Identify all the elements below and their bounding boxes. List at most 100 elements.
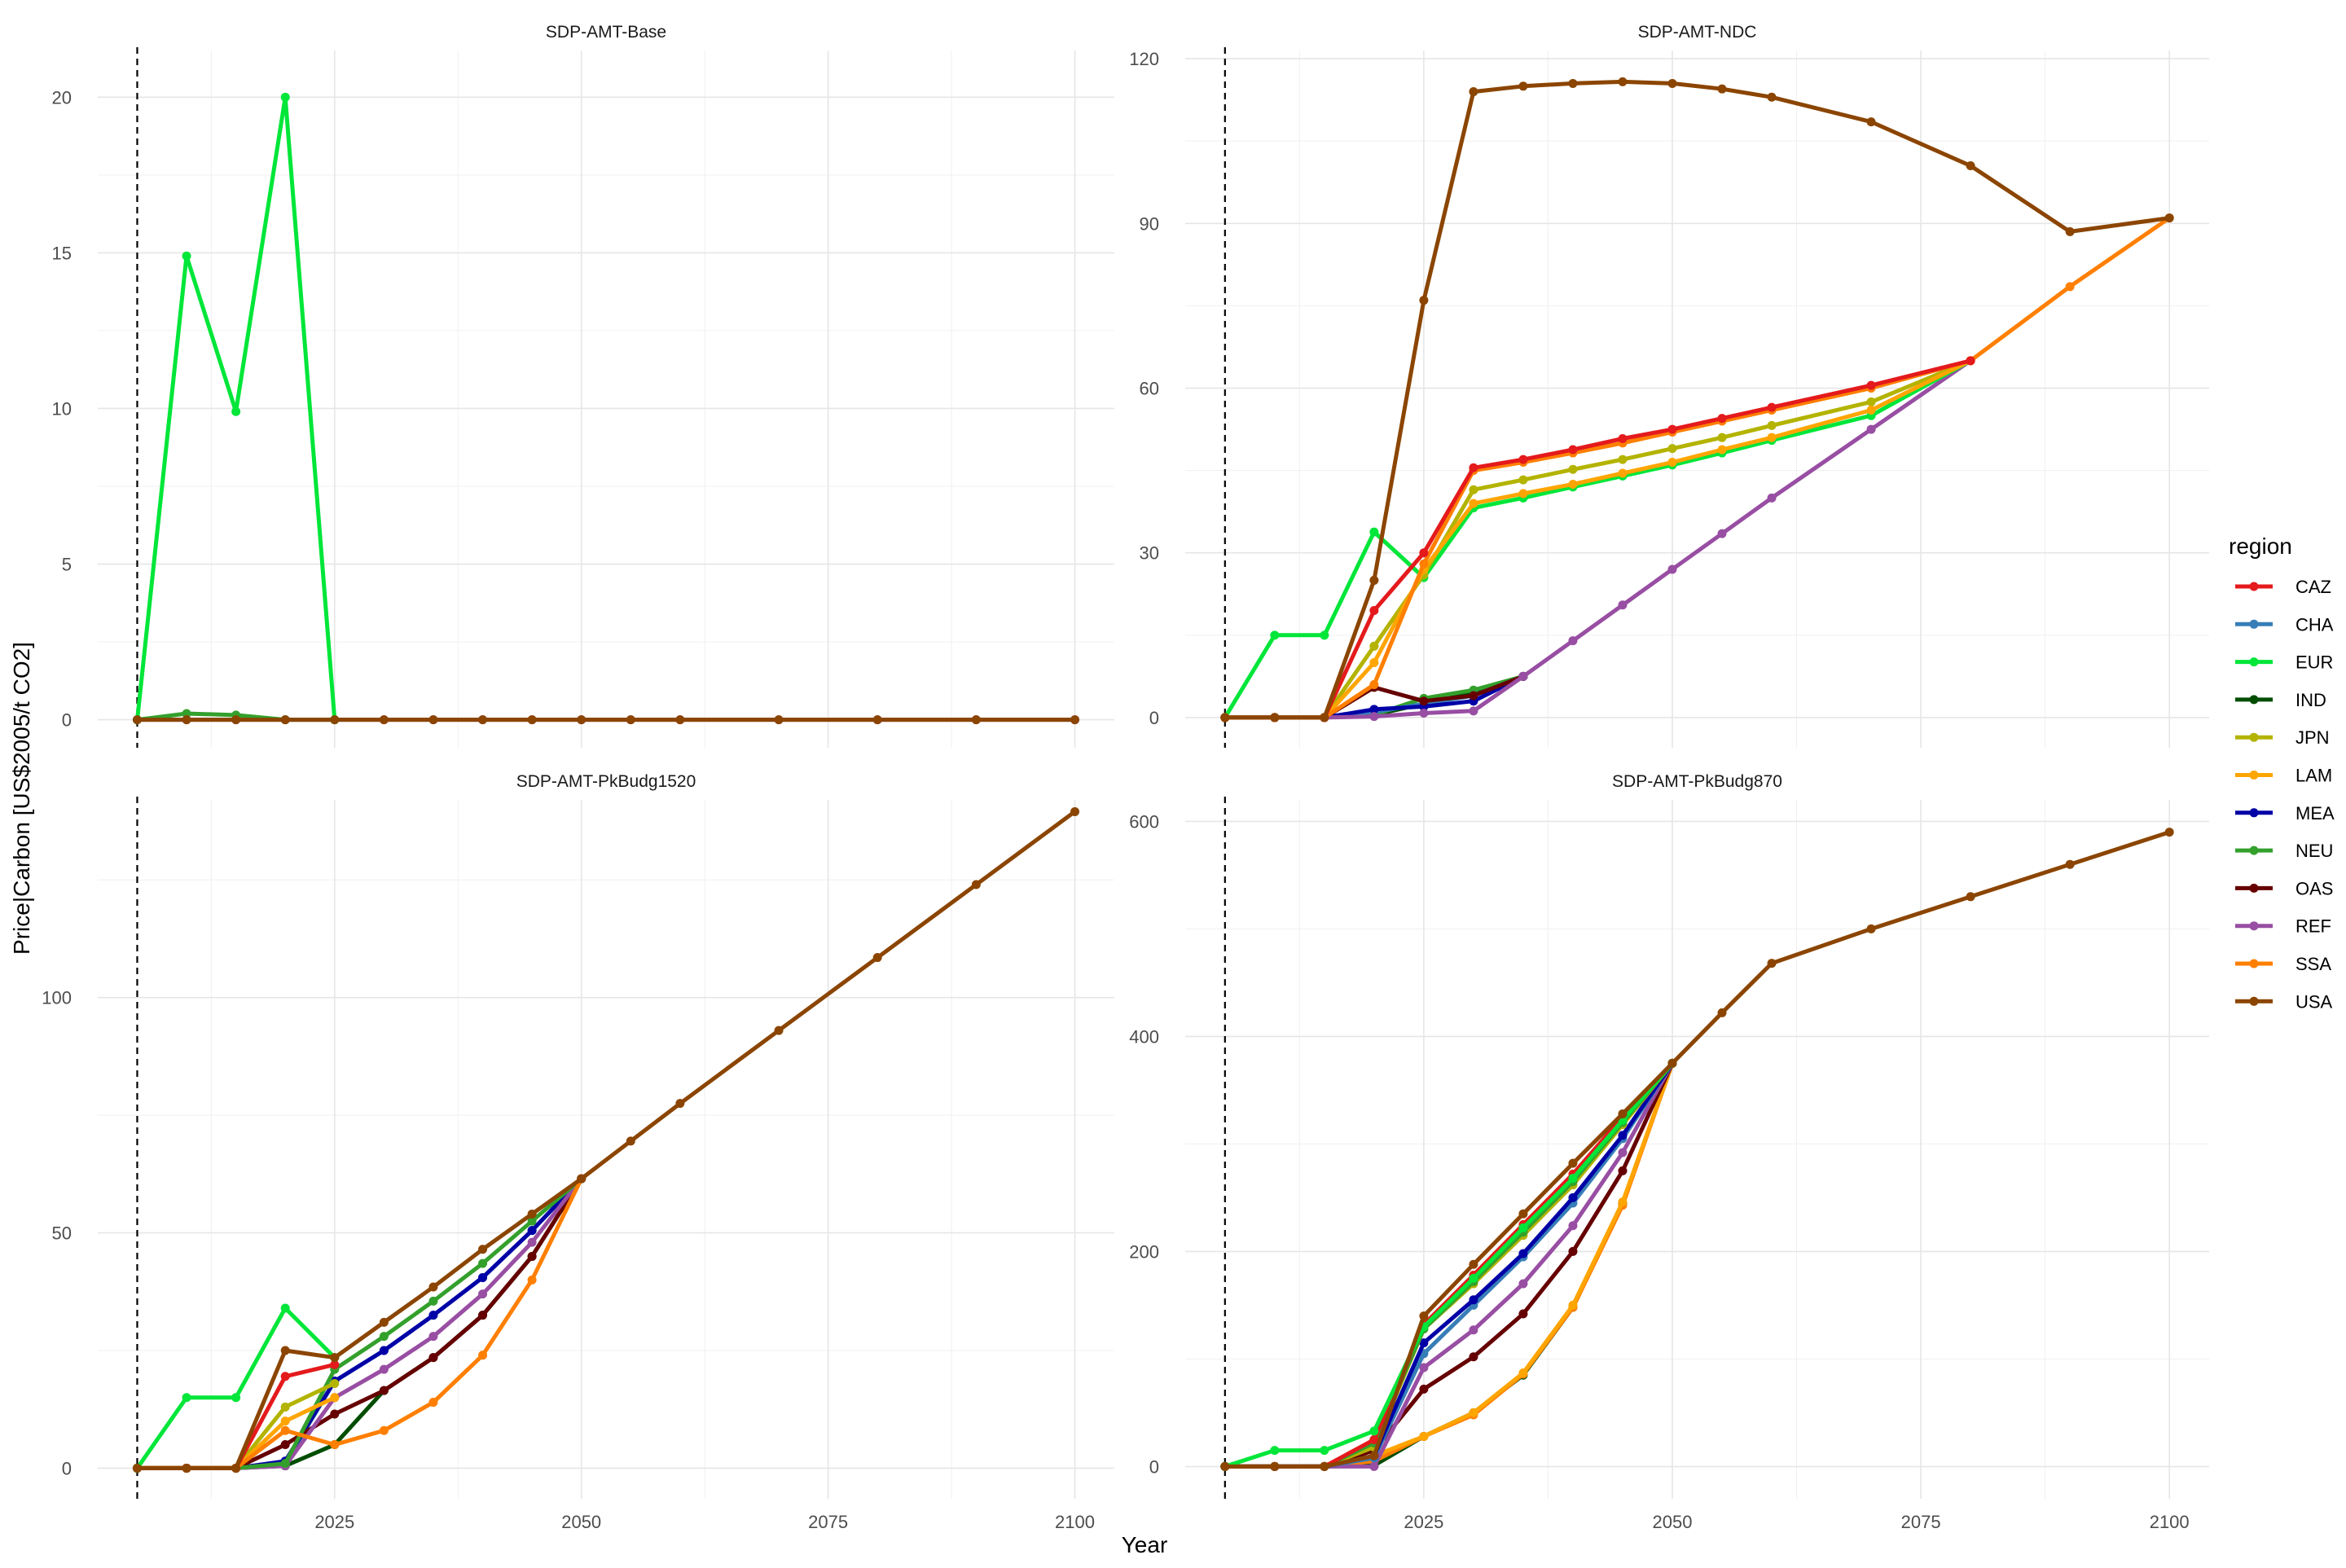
- data-point: [1618, 1197, 1628, 1207]
- data-point: [527, 1275, 537, 1285]
- data-point: [428, 1296, 438, 1306]
- legend: region CAZ CHA EUR IND JPN LAM MEA NEU OAS REF SSA…: [2229, 534, 2335, 1012]
- data-point: [626, 715, 635, 725]
- data-point: [1966, 161, 1975, 171]
- data-point: [1469, 706, 1478, 716]
- data-point: [1270, 630, 1280, 640]
- data-point: [1568, 636, 1578, 646]
- data-point: [330, 1393, 340, 1403]
- data-point: [231, 715, 241, 725]
- data-point: [1518, 1249, 1528, 1258]
- y-tick-label: 90: [1140, 213, 1159, 234]
- data-point: [1369, 575, 1379, 585]
- data-point: [1270, 713, 1280, 723]
- legend-key-point: [2249, 582, 2259, 591]
- data-point: [1866, 424, 1876, 434]
- series-usa: [1220, 77, 2174, 723]
- x-axis-title: Year: [1122, 1532, 1168, 1557]
- legend-key-point: [2249, 771, 2259, 780]
- data-point: [626, 1136, 635, 1146]
- legend-label: CHA: [2295, 614, 2334, 635]
- data-point: [1518, 1309, 1528, 1319]
- y-tick-label: 0: [62, 710, 72, 731]
- panel-title: SDP-AMT-NDC: [1638, 23, 1757, 42]
- series-mea: [132, 1174, 586, 1473]
- data-point: [1866, 924, 1876, 933]
- y-tick-label: 15: [52, 243, 72, 263]
- legend-item-neu: NEU: [2235, 841, 2333, 861]
- panel-sdp-amt-base: SDP-AMT-Base 0 5 10 15 20: [52, 23, 1114, 748]
- legend-item-jpn: JPN: [2235, 727, 2330, 748]
- data-point: [1568, 1221, 1578, 1231]
- series-line-jpn: [1223, 1061, 1675, 1469]
- data-point: [1369, 705, 1379, 714]
- data-point: [1618, 77, 1628, 86]
- data-point: [1866, 405, 1876, 415]
- legend-items: CAZ CHA EUR IND JPN LAM MEA NEU OAS REF SSA USA: [2235, 577, 2335, 1012]
- data-point: [1866, 380, 1876, 390]
- data-point: [1767, 493, 1777, 503]
- data-point: [1518, 81, 1528, 91]
- series-lam: [1220, 1058, 1677, 1471]
- data-point: [1320, 1461, 1329, 1471]
- series-oas: [1220, 1058, 1677, 1471]
- data-point: [1667, 444, 1677, 454]
- data-point: [577, 1174, 586, 1184]
- panel-sdp-amt-pkbudg870: SDP-AMT-PkBudg870 0 200 400 600 2025 2050 2075 2…: [1129, 772, 2209, 1532]
- data-point: [971, 715, 981, 725]
- data-point: [872, 715, 882, 725]
- legend-key-point: [2249, 657, 2259, 667]
- data-point: [379, 1425, 389, 1435]
- data-point: [1419, 696, 1429, 706]
- data-point: [231, 1463, 241, 1473]
- series-lam: [1220, 356, 1975, 723]
- series-line-lam: [1223, 358, 1973, 720]
- data-point: [1369, 1451, 1379, 1460]
- data-point: [1667, 78, 1677, 88]
- series-line-eur: [135, 1306, 337, 1470]
- data-point: [1717, 433, 1727, 442]
- data-point: [379, 1332, 389, 1342]
- y-axis-title: Price|Carbon [US$2005/t CO2]: [9, 642, 34, 955]
- data-point: [1767, 402, 1777, 412]
- data-point: [1518, 489, 1528, 499]
- data-point: [330, 715, 340, 725]
- data-point: [1518, 1209, 1528, 1219]
- series-eur: [1220, 1058, 1677, 1471]
- y-tick-label: 0: [62, 1458, 72, 1478]
- data-point: [182, 1463, 191, 1473]
- x-tick-label: 2025: [1404, 1512, 1443, 1532]
- data-point: [428, 1311, 438, 1320]
- legend-label: EUR: [2295, 652, 2333, 673]
- y-tick-label: 5: [62, 555, 72, 575]
- series-line-ssa: [1223, 1061, 1675, 1469]
- data-point: [1717, 1008, 1727, 1017]
- data-point: [1568, 1300, 1578, 1310]
- series-ssa: [132, 1174, 586, 1473]
- data-point: [527, 715, 537, 725]
- data-point: [1767, 92, 1777, 102]
- series-neu: [1220, 1058, 1677, 1471]
- gridlines: [98, 51, 1114, 748]
- data-point: [1568, 1158, 1578, 1168]
- panel-sdp-amt-ndc: SDP-AMT-NDC 0 30 60 90 120: [1129, 23, 2209, 748]
- panels-layer: SDP-AMT-Base 0 5 10 15 20 SDP-AMT-NDC 0 30 60 90 12…: [42, 23, 2209, 1532]
- data-point: [1618, 600, 1628, 610]
- legend-item-ref: REF: [2235, 916, 2331, 937]
- legend-label: OAS: [2295, 878, 2333, 898]
- data-point: [379, 1364, 389, 1374]
- legend-label: LAM: [2295, 766, 2332, 786]
- data-point: [1070, 715, 1080, 725]
- data-point: [280, 1416, 290, 1426]
- data-point: [379, 1386, 389, 1395]
- legend-label: MEA: [2295, 803, 2335, 824]
- data-point: [1518, 671, 1528, 681]
- data-point: [1518, 1223, 1528, 1232]
- data-point: [1369, 641, 1379, 651]
- y-tick-label: 100: [42, 988, 72, 1008]
- data-point: [478, 1289, 488, 1299]
- series-line-oas: [135, 1176, 584, 1470]
- data-point: [774, 1026, 784, 1035]
- data-point: [1667, 458, 1677, 468]
- series-line-lam: [1223, 1061, 1675, 1469]
